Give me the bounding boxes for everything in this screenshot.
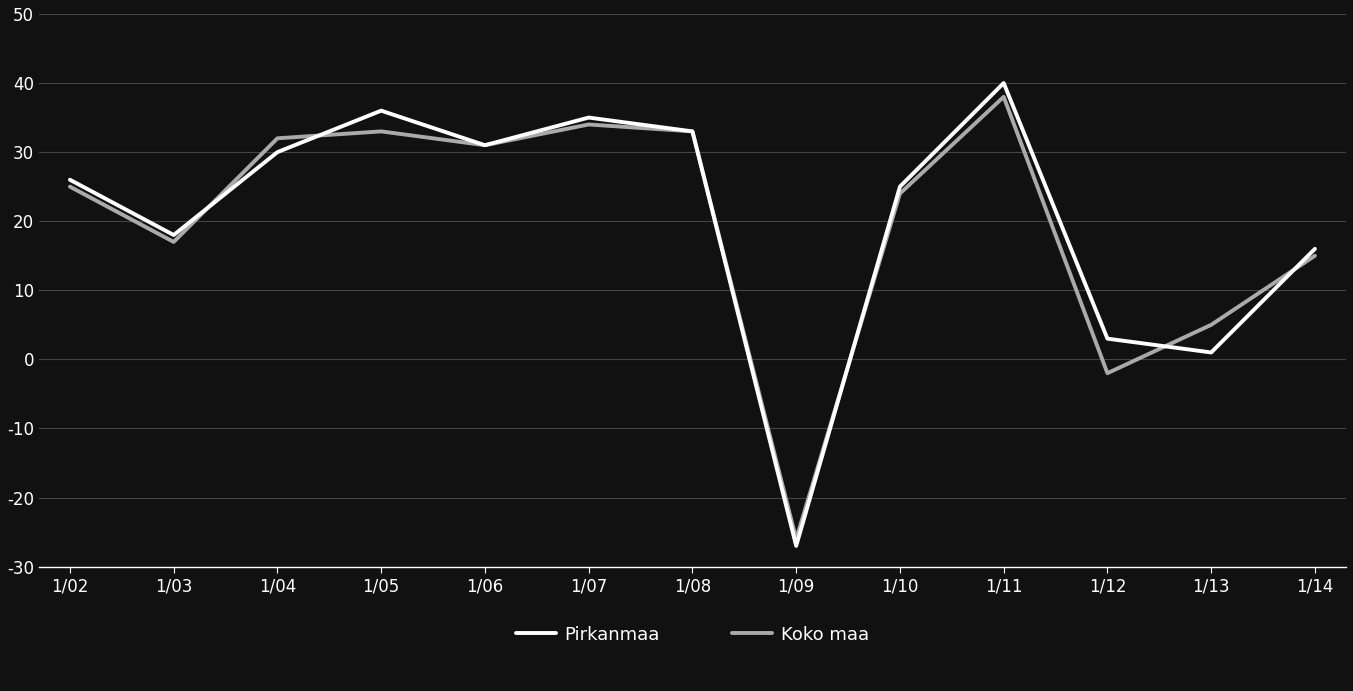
Pirkanmaa [580, 113, 597, 122]
Pirkanmaa [62, 176, 78, 184]
Koko maa [685, 127, 701, 135]
Line: Koko maa: Koko maa [70, 97, 1315, 539]
Koko maa [373, 127, 390, 135]
Pirkanmaa [685, 127, 701, 135]
Koko maa [1307, 252, 1323, 260]
Pirkanmaa [476, 141, 492, 149]
Line: Pirkanmaa: Pirkanmaa [70, 83, 1315, 546]
Pirkanmaa [892, 182, 908, 191]
Pirkanmaa [1100, 334, 1116, 343]
Koko maa [476, 141, 492, 149]
Koko maa [892, 189, 908, 198]
Pirkanmaa [787, 542, 804, 550]
Koko maa [787, 535, 804, 543]
Koko maa [269, 134, 285, 142]
Koko maa [1203, 321, 1219, 329]
Koko maa [62, 182, 78, 191]
Legend: Pirkanmaa, Koko maa: Pirkanmaa, Koko maa [509, 619, 877, 652]
Pirkanmaa [996, 79, 1012, 87]
Pirkanmaa [165, 231, 181, 239]
Koko maa [580, 120, 597, 129]
Pirkanmaa [269, 148, 285, 156]
Pirkanmaa [1203, 348, 1219, 357]
Koko maa [165, 238, 181, 246]
Pirkanmaa [1307, 245, 1323, 253]
Pirkanmaa [373, 106, 390, 115]
Koko maa [1100, 369, 1116, 377]
Koko maa [996, 93, 1012, 101]
